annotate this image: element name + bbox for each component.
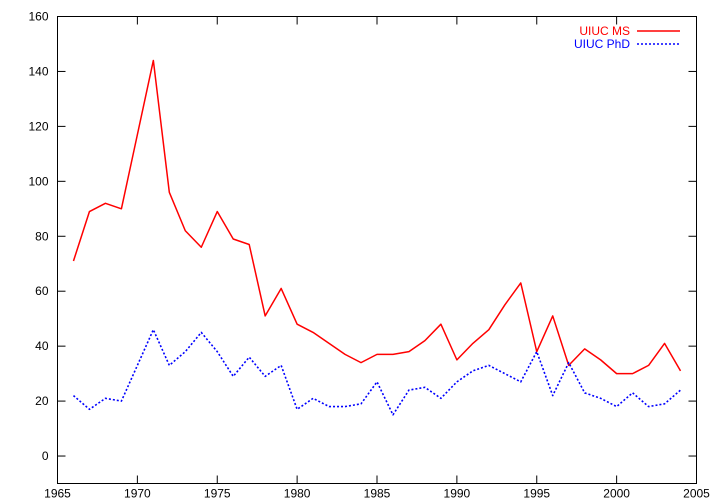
y-tick-label: 160: [28, 10, 48, 24]
x-tick-label: 1985: [364, 487, 391, 501]
x-tick-label: 1975: [204, 487, 231, 501]
plot-area-frame: [57, 16, 697, 484]
x-tick-label: 2000: [603, 487, 630, 501]
legend-label: UIUC MS: [579, 24, 630, 38]
axis-tick-labels: 1965 1970 1975 1980 1985 1990 1995 2000 2005 0 20 4…: [28, 10, 710, 501]
y-tick-label: 140: [28, 64, 48, 78]
y-tick-label: 80: [35, 229, 49, 243]
x-tick-label: 1990: [444, 487, 471, 501]
y-tick-label: 100: [28, 174, 48, 188]
x-tick-label: 1995: [523, 487, 550, 501]
y-tick-label: 0: [42, 449, 49, 463]
x-tick-label: 1965: [44, 487, 71, 501]
y-tick-label: 120: [28, 119, 48, 133]
x-tick-label: 1970: [124, 487, 151, 501]
axis-ticks: [57, 16, 697, 484]
series-line-ms: [72, 59, 682, 375]
y-tick-label: 60: [35, 284, 49, 298]
series-line-phd: [72, 328, 682, 416]
x-tick-label: 1980: [284, 487, 311, 501]
y-tick-label: 20: [35, 394, 49, 408]
y-tick-label: 40: [35, 339, 49, 353]
series-lines: [72, 59, 682, 416]
x-tick-label: 2005: [683, 487, 710, 501]
legend-label: UIUC PhD: [574, 37, 630, 51]
